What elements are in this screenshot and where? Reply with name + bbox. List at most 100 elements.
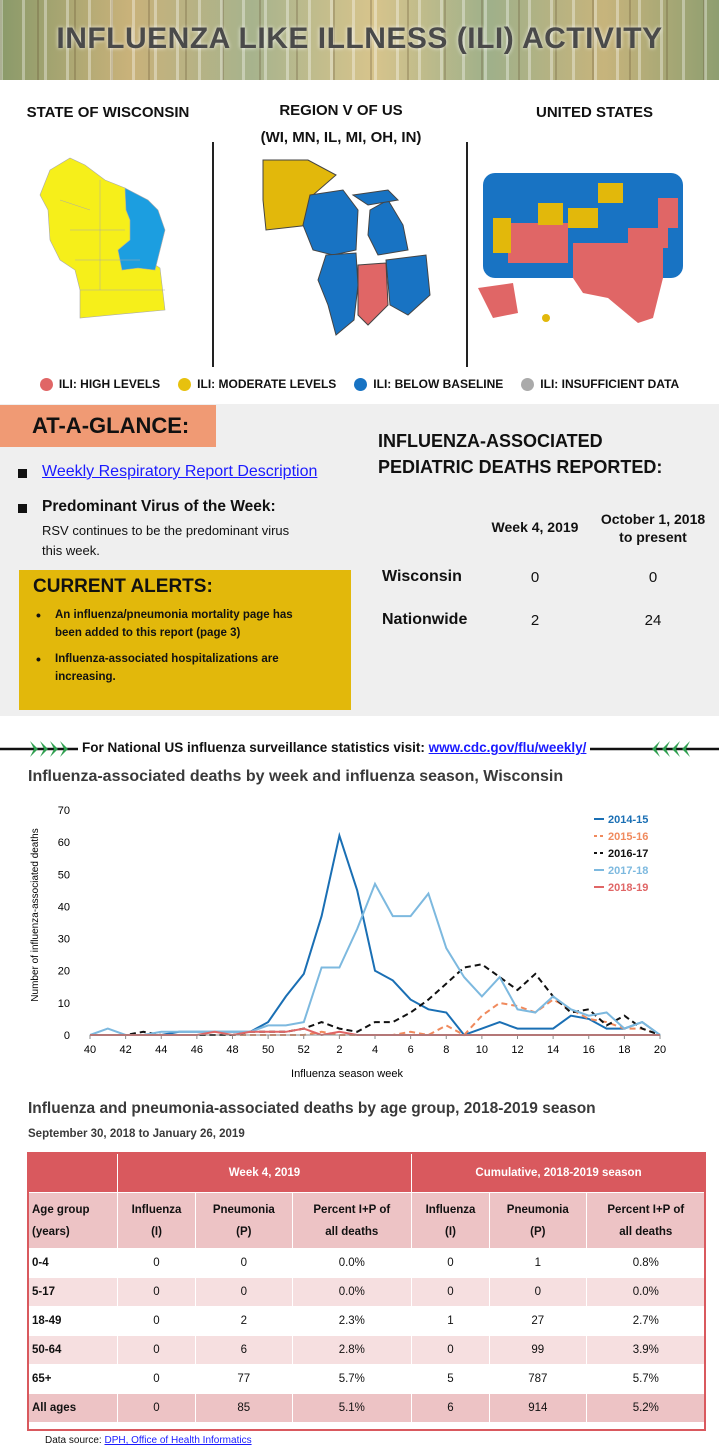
header-line: Pneumonia: [506, 1203, 569, 1216]
y-tick-label: 50: [58, 869, 70, 881]
pediatric-row-label: Wisconsin: [382, 568, 462, 585]
value-cell: 0: [117, 1306, 196, 1336]
header-line: all deaths: [619, 1225, 673, 1238]
region-title-2: (WI, MN, IL, MI, OH, IN): [260, 129, 422, 146]
x-tick-label: 48: [226, 1044, 238, 1056]
value-cell: 0: [410, 1277, 490, 1307]
alerts-list: An influenza/pneumonia mortality page ha…: [33, 606, 337, 686]
age-group-cell: 0-4: [27, 1248, 118, 1278]
legend-label: ILI: INSUFFICIENT DATA: [540, 377, 680, 391]
value-cell: 2.8%: [291, 1335, 412, 1365]
legend-label: ILI: MODERATE LEVELS: [197, 377, 337, 391]
value-cell: 0.8%: [585, 1248, 707, 1278]
pediatric-col-total: October 1, 2018 to present: [592, 510, 714, 546]
data-source: Data source: DPH, Office of Health Infor…: [45, 1435, 252, 1446]
y-tick-label: 10: [58, 998, 70, 1010]
y-tick-label: 0: [64, 1030, 70, 1042]
chart-title: Influenza-associated deaths by week and …: [28, 768, 564, 785]
current-alerts-box: CURRENT ALERTS: An influenza/pneumonia m…: [19, 570, 351, 710]
weekly-report-link[interactable]: Weekly Respiratory Report Description: [42, 463, 318, 480]
header-line: Age group: [32, 1203, 90, 1216]
legend-label: 2015-16: [608, 831, 648, 843]
table-header-row: Age group (years) Influenza (I) Pneumonia (P)…: [27, 1192, 707, 1249]
high-dot-icon: [39, 377, 53, 391]
table-row: 18-49 0 2 2.3% 1 27 2.7%: [27, 1306, 707, 1336]
bullet-icon: [18, 504, 27, 513]
value-cell: 27: [488, 1306, 587, 1336]
pediatric-cell: 0: [648, 569, 658, 586]
table-row: 50-64 0 6 2.8% 0 99 3.9%: [27, 1335, 707, 1365]
cdc-text: For National US influenza surveillance s…: [82, 740, 425, 755]
y-tick-label: 20: [58, 966, 70, 978]
header-line: (years): [32, 1225, 70, 1238]
value-cell: 0.0%: [291, 1277, 412, 1307]
x-axis-label: Influenza season week: [291, 1068, 403, 1080]
value-cell: 0: [488, 1277, 587, 1307]
value-cell: 5.2%: [585, 1393, 707, 1423]
column-header: Influenza (I): [410, 1192, 490, 1249]
value-cell: 0.0%: [291, 1248, 412, 1278]
y-tick-label: 30: [58, 934, 70, 946]
x-tick-label: 2: [336, 1044, 342, 1056]
value-cell: 0: [117, 1393, 196, 1423]
legend-label: ILI: HIGH LEVELS: [58, 377, 161, 391]
source-link[interactable]: DPH, Office of Health Informatics: [104, 1435, 252, 1446]
pediatric-cell: 0: [530, 569, 540, 586]
value-cell: 5.7%: [585, 1364, 707, 1394]
x-tick-label: 14: [547, 1044, 559, 1056]
x-tick-label: 18: [618, 1044, 630, 1056]
value-cell: 5: [410, 1364, 490, 1394]
x-tick-label: 44: [155, 1044, 167, 1056]
value-cell: 99: [488, 1335, 587, 1365]
pediatric-cell: 24: [644, 612, 662, 629]
cdc-link[interactable]: www.cdc.gov/flu/weekly/: [428, 740, 587, 755]
value-cell: 6: [195, 1335, 293, 1365]
value-cell: 0: [117, 1277, 196, 1307]
divider: [466, 142, 468, 367]
y-tick-label: 40: [58, 901, 70, 913]
age-group-table: Week 4, 2019 Cumulative, 2018-2019 seaso…: [27, 1152, 707, 1423]
table-row: 0-4 0 0 0.0% 0 1 0.8%: [27, 1248, 707, 1278]
legend-high: ILI: HIGH LEVELS: [39, 377, 161, 391]
value-cell: 0: [117, 1335, 196, 1365]
alert-text: An influenza/pneumonia mortality page ha…: [55, 609, 293, 621]
pediatric-title-line: PEDIATRIC DEATHS REPORTED:: [378, 457, 663, 477]
alert-item: An influenza/pneumonia mortality page ha…: [33, 606, 337, 642]
wisconsin-title: STATE OF WISCONSIN: [26, 104, 190, 121]
table-group-header: Week 4, 2019 Cumulative, 2018-2019 seaso…: [27, 1152, 707, 1193]
value-cell: 0.0%: [585, 1277, 707, 1307]
x-tick-label: 16: [583, 1044, 595, 1056]
legend-label: 2018-19: [608, 882, 648, 894]
predominant-heading: Predominant Virus of the Week:: [42, 498, 276, 515]
cdc-notice: For National US influenza surveillance s…: [78, 740, 591, 755]
x-tick-label: 50: [262, 1044, 274, 1056]
value-cell: 0: [117, 1248, 196, 1278]
table-row: 65+ 0 77 5.7% 5 787 5.7%: [27, 1364, 707, 1394]
alert-text: been added to this report (page 3): [55, 627, 241, 639]
page-title: INFLUENZA LIKE ILLNESS (ILI) ACTIVITY: [56, 22, 663, 55]
group-week: Week 4, 2019: [117, 1152, 412, 1193]
header-line: Percent I+P of: [607, 1203, 685, 1216]
value-cell: 1: [488, 1248, 587, 1278]
header-line: (I): [445, 1225, 456, 1238]
value-cell: 85: [195, 1393, 293, 1423]
col-head-line: to present: [619, 529, 687, 545]
value-cell: 77: [195, 1364, 293, 1394]
value-cell: 0: [195, 1248, 293, 1278]
value-cell: 0: [410, 1335, 490, 1365]
pediatric-cell: 2: [530, 612, 540, 629]
y-tick-label: 70: [58, 805, 70, 817]
table-row: 5-17 0 0 0.0% 0 0 0.0%: [27, 1277, 707, 1307]
legend-label: 2016-17: [608, 848, 648, 860]
column-header: Percent I+P of all deaths: [585, 1192, 707, 1249]
header-banner: INFLUENZA LIKE ILLNESS (ILI) ACTIVITY: [0, 0, 719, 80]
value-cell: 3.9%: [585, 1335, 707, 1365]
legend-moderate: ILI: MODERATE LEVELS: [178, 377, 336, 391]
header-line: Pneumonia: [212, 1203, 275, 1216]
x-tick-label: 8: [443, 1044, 449, 1056]
column-header: Percent I+P of all deaths: [291, 1192, 412, 1249]
header-line: Influenza: [425, 1203, 476, 1216]
predominant-text: RSV continues to be the predominant viru…: [42, 523, 290, 538]
alert-text: Influenza-associated hospitalizations ar…: [55, 653, 279, 665]
value-cell: 787: [488, 1364, 587, 1394]
